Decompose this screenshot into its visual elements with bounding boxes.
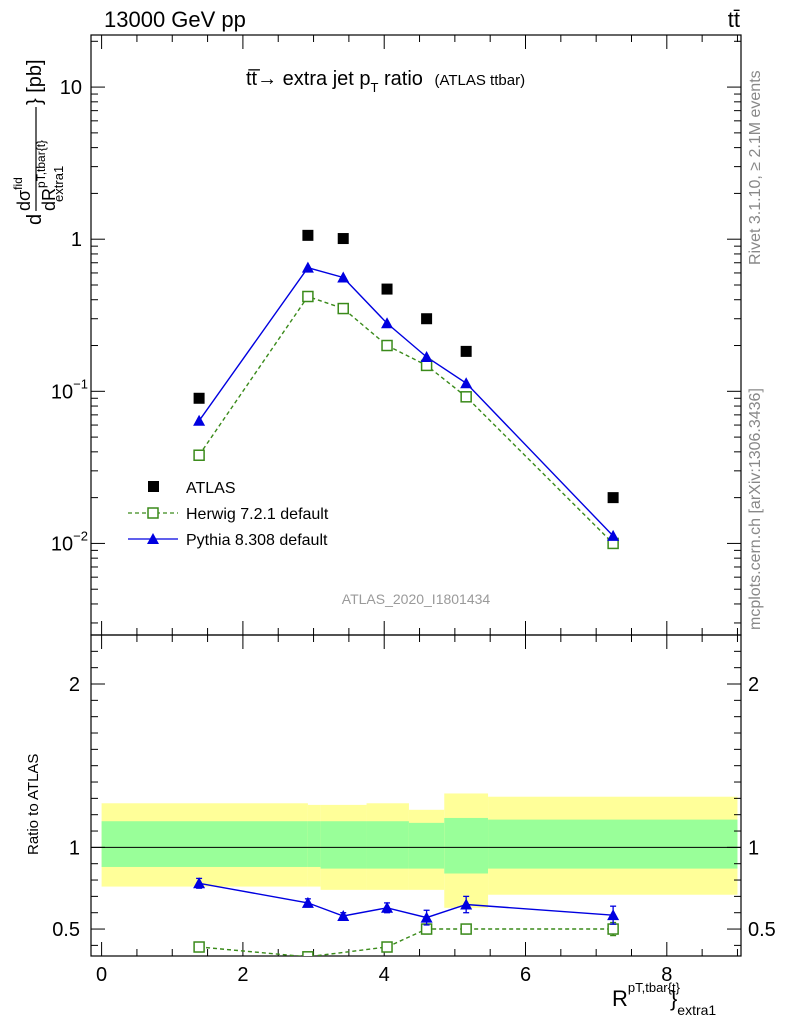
title-main: tt̅→ extra jet p xyxy=(246,68,371,90)
herwig-point xyxy=(193,449,205,461)
pythia-point xyxy=(193,414,206,426)
header-collision-label: 13000 GeV pp xyxy=(104,7,246,32)
pythia-point xyxy=(381,317,394,329)
main-ytick-label: 10−1 xyxy=(51,376,88,403)
legend-pythia-label: Pythia 8.308 default xyxy=(186,532,328,549)
ratio-xtick-label: 6 xyxy=(520,964,531,986)
ylabel-numerator: dσfid xyxy=(11,177,34,211)
legend-herwig-label: Herwig 7.2.1 default xyxy=(186,506,329,523)
main-ytick-label: 1 xyxy=(71,229,82,251)
analysis-watermark: ATLAS_2020_I1801434 xyxy=(342,591,491,607)
pythia-ratio-point xyxy=(193,877,206,889)
ratio-uncertainty-band-inner xyxy=(444,817,489,874)
pythia-ratio-point xyxy=(460,898,473,910)
ratio-ytick-label-right: 2 xyxy=(748,674,759,696)
ratio-xtick-label: 0 xyxy=(96,964,107,986)
ratio-uncertainty-band-inner xyxy=(101,821,308,867)
ratio-xlabel-brace: } xyxy=(670,986,677,1011)
legend-herwig-marker xyxy=(147,507,159,519)
pythia-point xyxy=(607,529,620,541)
pythia-ratio-point xyxy=(420,911,433,923)
atlas-data-point xyxy=(381,283,393,295)
title-tail: ratio xyxy=(378,68,422,90)
atlas-data-point xyxy=(302,229,314,241)
herwig-point xyxy=(302,290,314,303)
atlas-data-point xyxy=(193,392,205,404)
header-process-label: tt̄ xyxy=(728,7,740,32)
ratio-series-group xyxy=(193,877,620,956)
herwig-ratio-point xyxy=(302,951,314,956)
main-panel: 10 1 10−1 10−2 tt̅→ extra jet pT ratio (ATL… xyxy=(11,34,742,636)
ratio-ylabel: Ratio to ATLAS xyxy=(25,754,42,855)
pythia-line xyxy=(198,266,614,537)
pythia-point xyxy=(420,351,433,363)
ratio-uncertainty-band-inner xyxy=(408,822,445,869)
main-ylabel: d dσfid dRpT,tbar{t} extra1 } [pb] xyxy=(11,59,66,225)
atlas-data-point xyxy=(421,313,433,325)
ylabel-denominator: dRpT,tbar{t} extra1 xyxy=(34,140,66,211)
legend-atlas-label: ATLAS xyxy=(186,480,236,497)
ratio-ytick-label-left: 2 xyxy=(69,674,80,696)
herwig-ratio-line xyxy=(199,928,614,956)
ratio-ytick-label-right: 0.5 xyxy=(748,919,776,941)
herwig-ratio-point xyxy=(607,923,619,935)
ylabel-d: d xyxy=(24,214,46,225)
ratio-uncertainty-band-inner xyxy=(366,821,409,869)
herwig-point xyxy=(337,302,349,315)
title-small: (ATLAS ttbar) xyxy=(434,72,525,89)
main-title: tt̅→ extra jet pT ratio (ATLAS ttbar) xyxy=(246,68,525,95)
pythia-ratio-point xyxy=(607,909,620,921)
pythia-ratio-point xyxy=(381,901,394,913)
ratio-ytick-label-left: 1 xyxy=(69,837,80,859)
pythia-point xyxy=(337,271,350,283)
atlas-data-point xyxy=(460,345,472,357)
ratio-frame xyxy=(90,634,742,957)
ratio-ytick-label-right: 1 xyxy=(748,837,759,859)
herwig-ratio-point xyxy=(381,941,393,953)
herwig-point xyxy=(381,339,393,352)
pythia-point xyxy=(460,377,473,389)
herwig-ratio-point xyxy=(460,923,472,935)
ratio-uncertainty-band-inner xyxy=(320,821,367,869)
herwig-point xyxy=(460,391,472,403)
ratio-xlabel: RpT,tbar{t}}extra1 xyxy=(612,980,716,1018)
pythia-ratio-point xyxy=(337,909,350,921)
main-ytick-label: 10 xyxy=(60,77,82,99)
ratio-uncertainty-band-inner xyxy=(307,821,321,867)
ratio-xtick-label: 2 xyxy=(237,964,248,986)
ratio-xtick-label: 8 xyxy=(661,964,672,986)
ratio-uncertainty-band-inner xyxy=(488,819,738,869)
ratio-ytick-label-left: 0.5 xyxy=(52,919,80,941)
pythia-point xyxy=(301,261,314,273)
title-sub: T xyxy=(371,80,379,95)
atlas-data-point xyxy=(607,492,619,504)
pythia-ratio-point xyxy=(301,896,314,908)
rivet-version-label: Rivet 3.1.10, ≥ 2.1M events xyxy=(747,70,764,265)
ylabel-unit: } [pb] xyxy=(24,59,46,105)
legend: ATLAS Herwig 7.2.1 default Pythia 8.308 … xyxy=(128,480,329,549)
ratio-panel: 0.5 0.5 1 1 2 2 0 2 4 6 8 Ratio to ATLAS RpT,tbar{… xyxy=(25,634,776,1018)
main-ytick-label: 10−2 xyxy=(51,528,88,555)
legend-pythia-marker xyxy=(147,533,159,544)
ratio-xtick-label: 4 xyxy=(379,964,390,986)
herwig-ratio-point xyxy=(193,941,205,953)
legend-atlas-marker xyxy=(148,481,159,492)
atlas-data-point xyxy=(337,233,349,245)
mcplots-label: mcplots.cern.ch [arXiv:1306.3436] xyxy=(747,388,764,630)
